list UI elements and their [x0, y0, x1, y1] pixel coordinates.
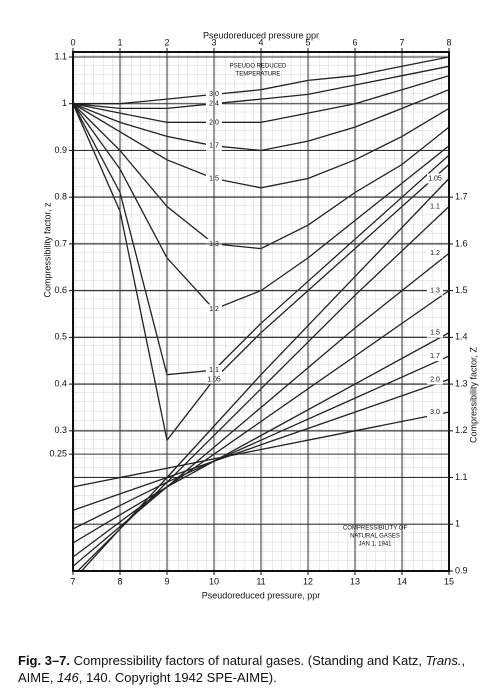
caption-text: Compressibility factors of natural gases… — [73, 653, 422, 668]
curve-label: 1.3 — [430, 287, 440, 294]
x-tick-label: 9 — [164, 576, 169, 586]
figure-number: Fig. 3–7. — [18, 653, 71, 668]
curve — [73, 290, 449, 558]
curve-label: 1.5 — [430, 330, 440, 337]
curve — [73, 378, 449, 511]
annotation: TEMPERATURE — [236, 72, 281, 78]
curve-label-bg — [427, 374, 443, 385]
x-tick-label: 1 — [117, 37, 122, 47]
x-tick-label: 12 — [303, 576, 313, 586]
y-tick-label: 1.1 — [455, 472, 468, 482]
curve — [73, 411, 449, 488]
x-tick-label: 0 — [70, 37, 75, 47]
curve-label: 1.05 — [428, 175, 442, 182]
y-tick-label: 0.25 — [49, 449, 67, 459]
curve-label: 1.2 — [430, 250, 440, 257]
annotation: COMPRESSIBILITY OF — [343, 526, 408, 532]
curve-label: 1.1 — [430, 203, 440, 210]
x-tick-label: 6 — [352, 37, 357, 47]
curve-label-bg — [427, 327, 443, 338]
x-axis-label: Pseudoreduced pressure, ppr — [202, 590, 321, 600]
x-tick-label: 13 — [350, 576, 360, 586]
x-tick-label: 10 — [209, 576, 219, 586]
volume: 146 — [57, 670, 79, 685]
curve-label: 2.0 — [430, 376, 440, 383]
plot-area: 1.051.11.21.31.51.72.02.43.01.051.11.21.… — [73, 52, 449, 571]
x-tick-label: 7 — [399, 37, 404, 47]
y-tick-label: 1.6 — [455, 238, 468, 248]
annotation: JAN 1, 1941 — [358, 542, 392, 548]
x-tick-label: 8 — [117, 576, 122, 586]
y-tick-label: 0.7 — [54, 238, 67, 248]
x-tick-label: 5 — [305, 37, 310, 47]
curve — [73, 332, 449, 544]
y-tick-label: 1.1 — [54, 51, 67, 61]
x-tick-label: 8 — [446, 37, 451, 47]
curve-label-bg — [427, 201, 443, 212]
y-tick-label: 1.2 — [455, 425, 468, 435]
y-tick-label: 0.9 — [54, 145, 67, 155]
y-tick-label: 1 — [62, 98, 67, 108]
curve-label-bg — [427, 407, 443, 418]
curve-label-bg — [427, 248, 443, 259]
y-tick-label: 0.3 — [54, 425, 67, 435]
y-axis-label: Compressibility factor, Z — [468, 346, 478, 443]
y-tick-label: 1.4 — [455, 332, 468, 342]
x-tick-label: 4 — [258, 37, 263, 47]
y-tick-label: 1 — [455, 519, 460, 529]
annotation: PSEUDO REDUCED — [230, 64, 287, 70]
curve-label-bg — [427, 351, 443, 362]
y-tick-label: 0.5 — [54, 332, 67, 342]
y-tick-label: 1.3 — [455, 378, 468, 388]
y-axis-label: Compressibility factor, z — [42, 202, 52, 298]
y-tick-label: 0.4 — [54, 378, 67, 388]
x-tick-label: 2 — [164, 37, 169, 47]
x-tick-label: 11 — [256, 576, 265, 586]
curve-label: 3.0 — [430, 409, 440, 416]
curve — [80, 178, 449, 571]
chart: 1.051.11.21.31.51.72.02.43.01.051.11.21.… — [42, 30, 478, 600]
caption-rest: , 140. Copyright 1942 SPE-AIME). — [78, 670, 277, 685]
x-tick-label: 7 — [70, 576, 75, 586]
y-tick-label: 0.9 — [455, 565, 468, 575]
y-tick-label: 0.8 — [54, 192, 67, 202]
x-tick-label: 15 — [444, 576, 454, 586]
curve-label-bg — [427, 173, 443, 184]
x-tick-label: 14 — [397, 576, 407, 586]
caption: Fig. 3–7. Compressibility factors of nat… — [18, 652, 488, 686]
x-axis-label: Pseudoreduced pressure ppr — [203, 30, 319, 40]
x-tick-label: 3 — [211, 37, 216, 47]
curve — [73, 355, 449, 530]
curve-label: 1.7 — [430, 353, 440, 360]
curve-label-bg — [427, 285, 443, 296]
annotation: NATURAL GASES — [350, 534, 400, 540]
caption-society: , AIME, — [18, 653, 466, 685]
journal: Trans. — [425, 653, 462, 668]
y-tick-label: 1.7 — [455, 192, 468, 202]
curve — [73, 252, 449, 567]
y-tick-label: 1.5 — [455, 285, 468, 295]
y-tick-label: 0.6 — [54, 285, 67, 295]
